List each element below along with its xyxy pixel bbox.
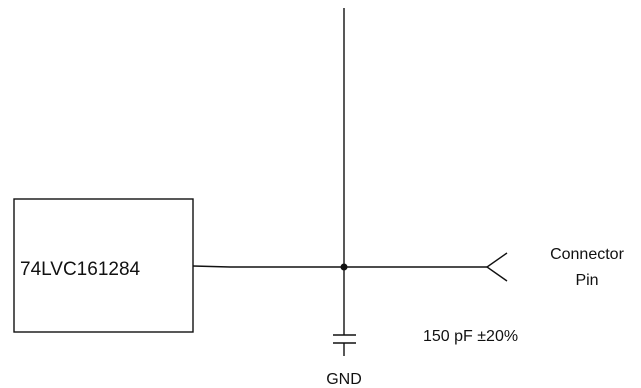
ic-part-label: 74LVC161284 (20, 259, 141, 280)
ic-body (13, 198, 194, 333)
ic-block: 74LVC161284 (13, 198, 194, 333)
connector-label-line1: Connector (550, 246, 624, 263)
signal-wire (192, 265, 487, 268)
capacitor-symbol (333, 334, 356, 344)
connector-label-line2: Pin (575, 272, 598, 289)
ground-label: GND (326, 371, 362, 388)
connector-pin-symbol (485, 252, 508, 282)
capacitor-value-label: 150 pF ±20% (423, 328, 518, 345)
